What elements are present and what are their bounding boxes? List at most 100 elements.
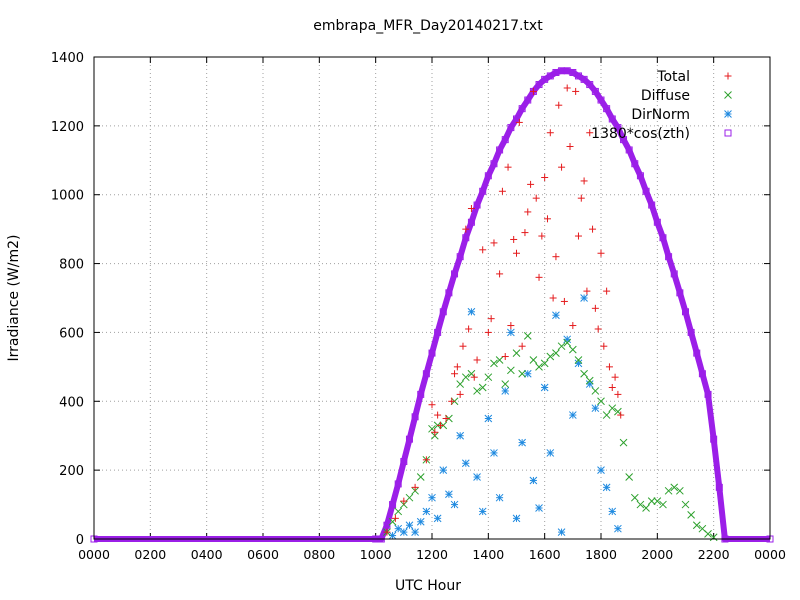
x-tick-label: 0000 [754,547,786,562]
data-point [670,483,679,492]
data-point [642,187,650,195]
data-point [451,370,459,378]
data-point [442,415,450,422]
x-tick-label: 1800 [585,547,617,562]
x-tick-label: 1000 [360,547,392,562]
data-point [605,363,613,371]
data-point [445,289,453,297]
data-point [473,387,481,395]
data-point [512,514,521,523]
data-point [597,249,605,257]
chart-title: embrapa_MFR_Day20140217.txt [313,18,543,34]
data-point [496,270,504,278]
data-point [580,294,588,302]
data-point [518,342,526,350]
x-tick-label: 2000 [641,547,673,562]
data-point [611,373,619,381]
data-point [552,349,560,357]
data-point [400,458,408,466]
data-point [501,136,509,144]
data-point [586,81,594,89]
data-point [473,356,481,364]
data-point [445,490,453,499]
data-point [630,493,639,502]
data-point [670,270,678,278]
data-point [513,249,520,257]
data-point [405,521,414,530]
data-point [600,342,608,350]
y-tick-label: 400 [59,395,84,410]
data-point [569,322,577,330]
data-point [484,172,492,180]
legend-item: Total [656,69,732,85]
data-point [518,105,526,113]
data-point [422,370,430,378]
data-point [682,308,689,316]
data-point [557,528,566,536]
data-point [507,366,515,375]
data-point [602,483,611,492]
data-point [563,335,572,344]
data-point [543,215,551,223]
data-point [490,239,498,247]
data-point [535,81,543,89]
data-point [608,404,617,413]
data-point [546,129,554,137]
data-point [659,234,667,242]
data-point [546,352,555,361]
x-tick-label: 0400 [191,547,223,562]
data-point [448,397,456,405]
data-point [552,253,560,261]
data-point [461,373,470,382]
data-point [470,373,478,381]
data-point [574,359,583,368]
data-point [428,401,436,409]
data-point [434,411,442,419]
legend-label: 1380*cos(zth) [591,126,690,142]
data-point [529,87,537,95]
data-point [574,356,583,364]
legend-marker [724,129,732,137]
grid [94,57,770,539]
x-tick-label: 1600 [529,547,561,562]
data-point [507,322,515,330]
data-point [451,270,459,278]
data-point [631,160,639,168]
data-point [715,483,723,491]
data-point [462,234,470,242]
axis-ticks: 0000 0200 0400 0600 0800 1000 1200 1400 1600 1800… [51,51,786,562]
series-2 [388,294,622,540]
legend: Total Diffuse DirNorm 1380*cos(zth) [591,69,732,142]
data-point [433,514,442,523]
data-point [642,504,650,512]
data-point [490,359,498,368]
data-point [411,413,419,421]
data-point [653,497,662,505]
data-point [411,483,419,491]
data-point [473,473,481,481]
data-point [518,438,526,447]
data-point [518,369,526,378]
data-point [538,232,546,240]
data-point [465,325,473,333]
data-point [602,411,611,419]
data-point [456,253,464,261]
data-point [586,129,594,137]
y-tick-label: 1000 [51,189,84,204]
data-point [653,218,661,226]
data-point [473,201,481,209]
data-point [467,218,475,226]
data-point [479,187,487,195]
y-tick-label: 800 [59,258,84,273]
data-point [597,466,605,474]
data-point [428,493,436,502]
data-point [490,160,498,168]
x-tick-label: 0200 [134,547,166,562]
data-point [617,411,625,419]
data-point [563,338,572,347]
data-point [510,235,518,243]
data-point [585,376,594,385]
data-point [549,294,557,302]
data-point [676,486,684,495]
data-point [453,363,461,371]
